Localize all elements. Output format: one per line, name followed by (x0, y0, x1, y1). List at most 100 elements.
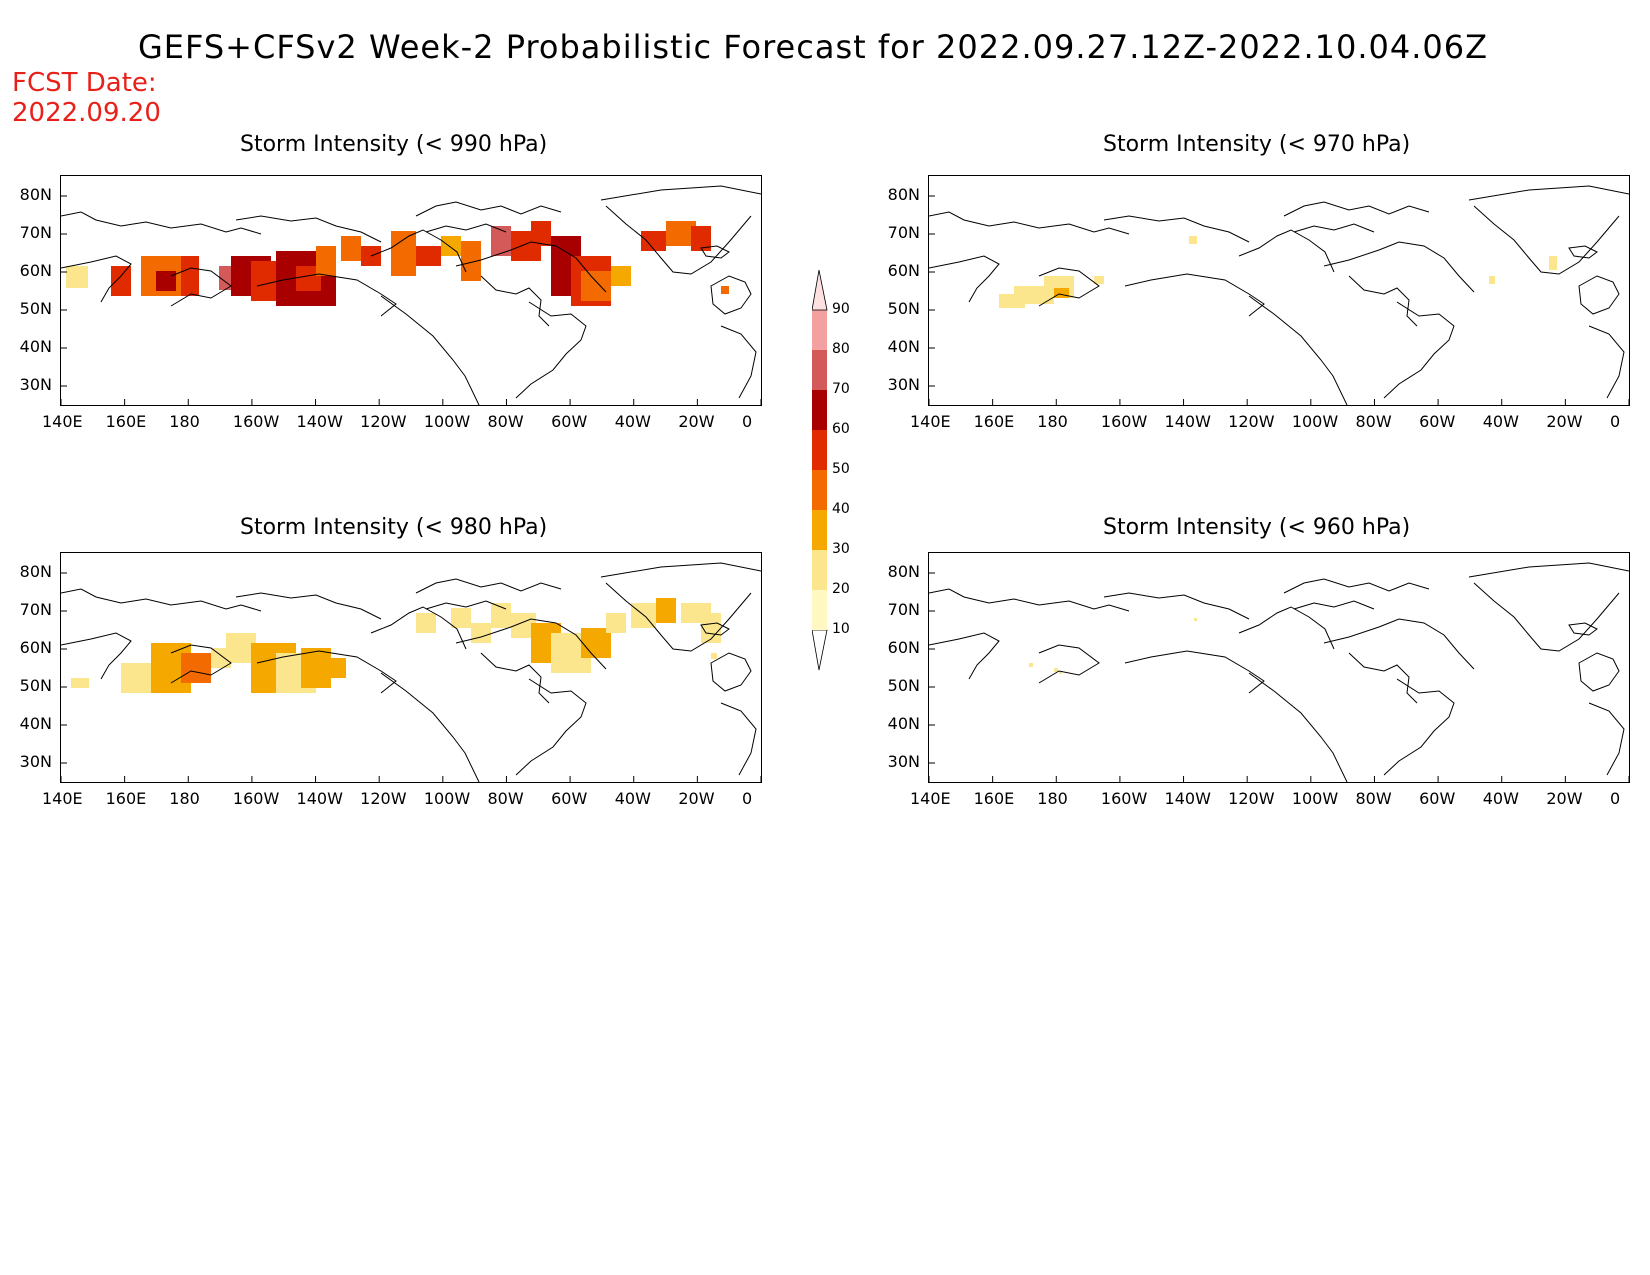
probability-cell (121, 663, 151, 693)
coastline (1283, 201, 1430, 217)
coastline (256, 650, 397, 694)
probability-cell (721, 286, 729, 294)
probability-cell (1054, 288, 1069, 298)
coastline (256, 273, 397, 317)
coastline (61, 255, 132, 303)
coastline (1578, 652, 1620, 692)
lon-tick-label: 60W (551, 789, 588, 808)
coastline (1578, 275, 1620, 315)
coastline (1348, 275, 1418, 327)
probability-cell (611, 266, 631, 286)
lon-tick-label: 160W (232, 789, 280, 808)
probability-cell (531, 221, 551, 246)
lon-tick-label: 180 (169, 789, 200, 808)
probability-cell (111, 266, 131, 296)
colorbar-segment (812, 510, 827, 550)
coastline (1038, 644, 1100, 684)
probability-cell (1194, 618, 1197, 621)
lon-tick-label: 120W (360, 412, 407, 431)
colorbar-segment (812, 430, 827, 470)
coastline (1383, 678, 1455, 776)
lat-tick-label: 60N (887, 261, 920, 280)
colorbar-segment (812, 310, 827, 350)
probability-cell (1029, 663, 1033, 667)
coastline (1323, 241, 1475, 293)
coastline (415, 578, 562, 594)
map-canvas-990 (61, 185, 761, 405)
lat-tick-label: 80N (19, 562, 52, 581)
lat-tick-label: 30N (887, 375, 920, 394)
lat-tick-label: 70N (887, 223, 920, 242)
probability-cell (181, 653, 211, 683)
lat-tick-label: 50N (19, 299, 52, 318)
colorbar-level-label: 10 (832, 621, 850, 637)
lat-tick-label: 40N (19, 337, 52, 356)
lon-tick-label: 0 (742, 412, 753, 431)
probability-cell (321, 658, 346, 678)
lat-tick-label: 50N (19, 676, 52, 695)
lat-tick-label: 30N (19, 752, 52, 771)
coastline (1038, 267, 1100, 307)
lat-tick-label: 60N (19, 261, 52, 280)
probability-cell (416, 613, 436, 633)
coastline (710, 275, 752, 315)
lon-tick-label: 20W (678, 412, 715, 431)
lat-tick-label: 70N (19, 600, 52, 619)
coastline (370, 606, 467, 650)
lon-tick-label: 140E (910, 789, 951, 808)
coastline (1473, 582, 1620, 652)
colorbar-level-label: 60 (832, 421, 850, 437)
lon-tick-label: 0 (742, 789, 753, 808)
lon-tick-label: 100W (423, 412, 471, 431)
colorbar-segment (812, 590, 827, 630)
lon-tick-label: 100W (1291, 412, 1339, 431)
map-canvas-970 (929, 185, 1629, 405)
colorbar-level-label: 90 (832, 301, 850, 317)
lat-tick-label: 40N (19, 714, 52, 733)
lon-tick-label: 180 (1037, 789, 1068, 808)
lon-tick-label: 80W (1355, 412, 1392, 431)
probability-cell (156, 271, 176, 291)
map-canvas-960 (929, 562, 1629, 782)
lon-tick-label: 20W (1546, 789, 1583, 808)
coastline (1588, 702, 1625, 776)
lon-tick-label: 100W (423, 789, 471, 808)
coastline (1323, 618, 1475, 670)
lon-tick-label: 40W (1482, 412, 1519, 431)
panel-title-990: Storm Intensity (< 990 hPa) (240, 132, 548, 157)
coastline (1124, 650, 1265, 694)
panel-title-980: Storm Intensity (< 980 hPa) (240, 515, 548, 540)
coastline (929, 211, 1130, 235)
coastline (929, 255, 1000, 303)
probability-cell (441, 236, 461, 256)
probability-cell (71, 678, 89, 688)
lat-tick-label: 40N (887, 337, 920, 356)
coastline (1124, 273, 1265, 317)
lon-tick-label: 160E (973, 789, 1015, 808)
coastline (700, 622, 730, 636)
coastline (1588, 325, 1625, 399)
coastline (1568, 622, 1598, 636)
lon-tick-label: 100W (1291, 789, 1339, 808)
lat-tick-label: 80N (887, 185, 920, 204)
coastline (415, 201, 562, 217)
probability-cell (656, 598, 676, 623)
lon-tick-label: 20W (1546, 412, 1583, 431)
lon-tick-label: 140W (296, 789, 343, 808)
coastline (1293, 600, 1375, 610)
lon-tick-label: 140W (1164, 412, 1211, 431)
colorbar (812, 270, 828, 671)
colorbar-level-label: 50 (832, 461, 850, 477)
coastline (720, 702, 757, 776)
coastline (235, 215, 382, 243)
coastline (600, 185, 761, 201)
coastline (235, 592, 382, 620)
coastline (380, 672, 480, 782)
probability-cell (316, 246, 336, 276)
probability-cell (451, 608, 471, 628)
lon-tick-label: 60W (551, 412, 588, 431)
colorbar-bottom-arrow (812, 629, 828, 671)
probability-cell (1489, 276, 1495, 284)
lon-tick-label: 40W (614, 789, 651, 808)
coastline (61, 632, 132, 680)
